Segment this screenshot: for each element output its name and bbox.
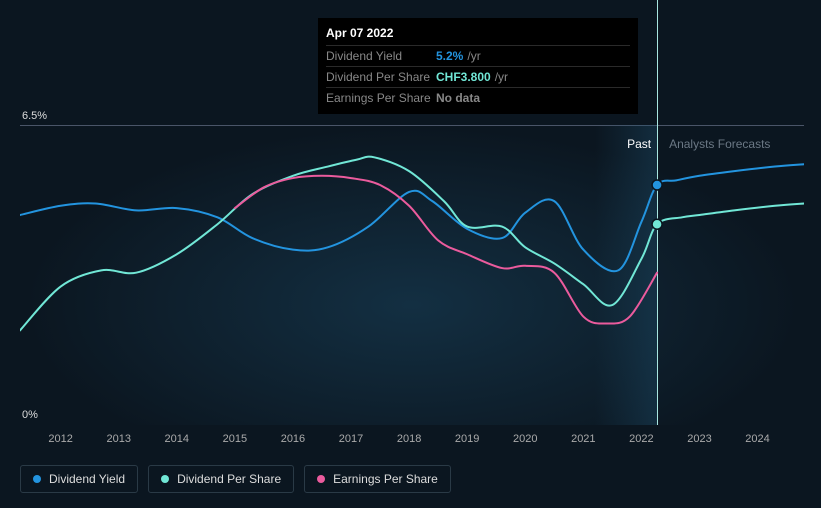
forecast-label: Analysts Forecasts [669,137,770,151]
tooltip-value: 5.2% [436,49,463,63]
legend-label: Dividend Per Share [177,472,281,486]
tooltip-row: Earnings Per ShareNo data [326,87,630,108]
tooltip-key: Dividend Per Share [326,70,436,84]
chart-lines-svg [20,125,804,425]
x-tick-2012: 2012 [48,433,72,445]
x-tick-2017: 2017 [339,433,363,445]
legend-item-dividend-per-share[interactable]: Dividend Per Share [148,465,294,493]
x-tick-2016: 2016 [281,433,305,445]
x-tick-2021: 2021 [571,433,595,445]
x-tick-2013: 2013 [106,433,130,445]
y-axis-max-label: 6.5% [22,110,47,122]
x-tick-2022: 2022 [629,433,653,445]
dividend_per_share-line [20,157,804,331]
legend-dot-icon [161,475,169,483]
x-tick-2014: 2014 [165,433,189,445]
tooltip-unit: /yr [495,70,508,84]
x-tick-2023: 2023 [687,433,711,445]
tooltip-row: Dividend Yield5.2% /yr [326,45,630,66]
x-tick-2020: 2020 [513,433,537,445]
legend-label: Dividend Yield [49,472,125,486]
tooltip-date: Apr 07 2022 [326,24,630,45]
x-tick-2024: 2024 [745,433,769,445]
chart-plot-area[interactable] [20,125,804,425]
dividend_per_share-cursor-marker [652,219,662,229]
dividend_yield-line [20,164,804,271]
dividend-chart: 6.5% 0% Past Analysts Forecasts 20122013… [0,0,821,508]
legend-dot-icon [33,475,41,483]
dividend_yield-cursor-marker [652,180,662,190]
legend-item-earnings-per-share[interactable]: Earnings Per Share [304,465,451,493]
legend-dot-icon [317,475,325,483]
x-axis: Past Analysts Forecasts 2012201320142015… [20,433,804,451]
tooltip-unit: /yr [467,49,480,63]
tooltip-value: No data [436,91,480,105]
legend-label: Earnings Per Share [333,472,438,486]
x-tick-2018: 2018 [397,433,421,445]
x-tick-2015: 2015 [223,433,247,445]
chart-tooltip: Apr 07 2022 Dividend Yield5.2%/yrDividen… [318,18,638,114]
tooltip-value: CHF3.800 [436,70,491,84]
tooltip-row: Dividend Per ShareCHF3.800/yr [326,66,630,87]
x-tick-2019: 2019 [455,433,479,445]
legend-item-dividend-yield[interactable]: Dividend Yield [20,465,138,493]
tooltip-key: Earnings Per Share [326,91,436,105]
past-label: Past [627,137,651,151]
chart-legend: Dividend Yield Dividend Per Share Earnings… [20,465,451,493]
tooltip-key: Dividend Yield [326,49,436,63]
